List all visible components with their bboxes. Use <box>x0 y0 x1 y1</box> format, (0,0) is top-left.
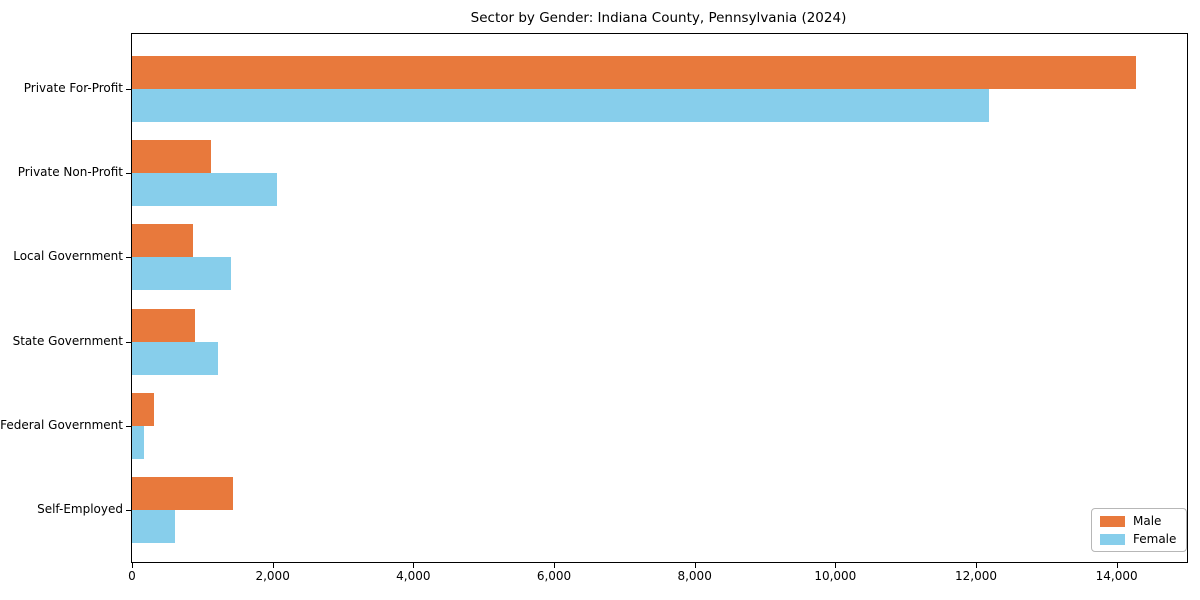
bar-female-federal-government <box>132 425 144 459</box>
x-tick-label: 0 <box>128 569 136 583</box>
bar-male-self-employed <box>132 477 234 510</box>
bar-female-self-employed <box>132 510 175 543</box>
x-tick-label: 14,000 <box>1095 569 1138 583</box>
bar-male-private-for-profit <box>132 56 1136 89</box>
x-tick-mark <box>272 562 274 568</box>
y-tick-label-private-for-profit: Private For-Profit <box>23 81 123 95</box>
bar-female-state-government <box>132 341 218 375</box>
x-tick-label: 2,000 <box>255 569 290 583</box>
x-tick-label: 8,000 <box>677 569 712 583</box>
y-tick-label-federal-government: Federal Government <box>0 417 123 432</box>
y-tick-mark <box>126 341 132 343</box>
y-tick-mark <box>126 89 132 90</box>
bar-female-local-government <box>132 257 232 291</box>
plot-area: Private For-Profit Private Non-Profit Loca… <box>0 33 1188 583</box>
y-tick-label-private-non-profit: Private Non-Profit <box>17 165 123 180</box>
legend-item-female: Female <box>1100 532 1176 546</box>
y-tick-mark <box>126 173 132 175</box>
legend-swatch-male <box>1100 515 1125 527</box>
x-tick-mark <box>835 562 837 568</box>
x-tick-mark <box>554 562 555 568</box>
x-tick-label: 12,000 <box>955 569 997 583</box>
x-tick-label: 10,000 <box>814 569 857 583</box>
y-tick-label-local-government: Local Government <box>13 249 123 264</box>
x-tick-label: 6,000 <box>536 569 572 583</box>
bar-female-private-non-profit <box>132 173 277 207</box>
legend-label-male: Male <box>1133 514 1162 528</box>
y-tick-label-self-employed: Self-Employed <box>37 502 123 516</box>
x-tick-mark <box>694 562 696 568</box>
bar-male-local-government <box>132 224 194 258</box>
chart-title: Sector by Gender: Indiana County, Pennsy… <box>470 10 847 26</box>
y-tick-mark <box>126 510 132 511</box>
x-tick-mark <box>976 562 977 568</box>
x-tick-label: 4,000 <box>396 569 431 583</box>
x-tick-mark <box>413 562 415 568</box>
legend-item-male: Male <box>1100 514 1176 528</box>
x-tick-mark <box>1116 562 1118 568</box>
legend-swatch-female <box>1100 533 1125 545</box>
bar-female-private-for-profit <box>132 89 989 122</box>
bar-male-private-non-profit <box>132 140 211 174</box>
y-tick-mark <box>126 257 132 259</box>
y-tick-mark <box>126 425 132 427</box>
legend-label-female: Female <box>1133 532 1177 546</box>
legend: Male Female <box>1091 508 1188 552</box>
bar-male-federal-government <box>132 392 154 426</box>
y-tick-label-state-government: State Government <box>12 333 123 348</box>
bar-male-state-government <box>132 308 196 342</box>
x-tick-mark <box>132 562 133 568</box>
